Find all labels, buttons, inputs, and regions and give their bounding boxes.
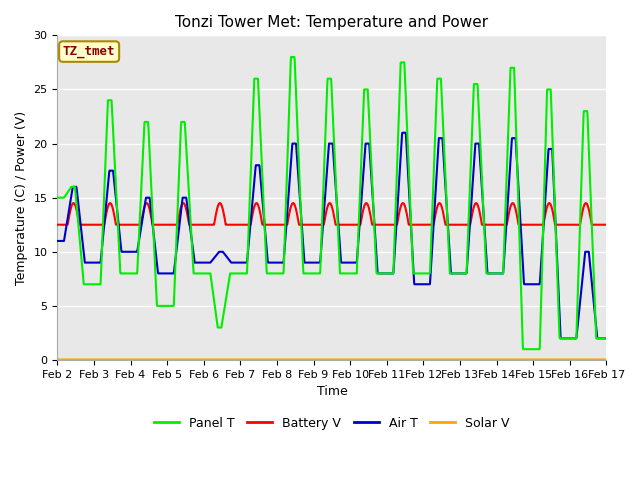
Text: TZ_tmet: TZ_tmet	[63, 45, 115, 58]
Legend: Panel T, Battery V, Air T, Solar V: Panel T, Battery V, Air T, Solar V	[149, 412, 515, 435]
Y-axis label: Temperature (C) / Power (V): Temperature (C) / Power (V)	[15, 110, 28, 285]
X-axis label: Time: Time	[317, 385, 348, 398]
Title: Tonzi Tower Met: Temperature and Power: Tonzi Tower Met: Temperature and Power	[175, 15, 488, 30]
